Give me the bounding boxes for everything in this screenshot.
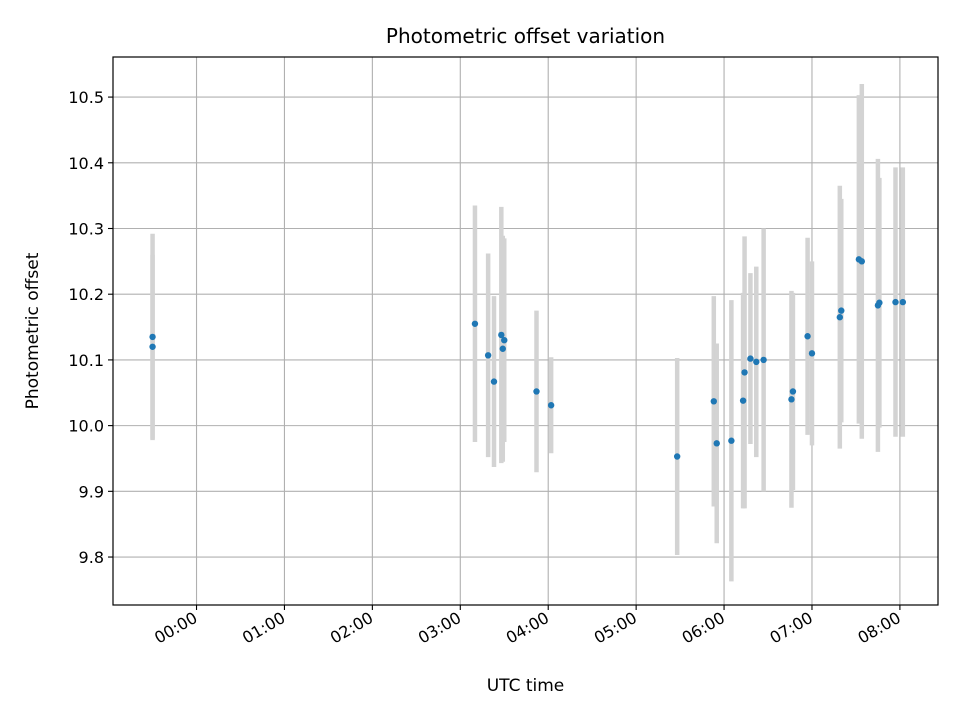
data-point bbox=[899, 298, 907, 306]
data-point bbox=[713, 440, 720, 447]
chart-title: Photometric offset variation bbox=[386, 24, 665, 48]
data-point bbox=[753, 358, 760, 366]
data-point bbox=[808, 350, 816, 357]
data-point bbox=[728, 437, 735, 444]
data-point bbox=[876, 299, 883, 306]
y-tick-label: 10.0 bbox=[68, 417, 104, 436]
data-point bbox=[858, 258, 866, 265]
data-point bbox=[547, 402, 555, 409]
data-point bbox=[739, 397, 747, 404]
data-point bbox=[501, 336, 508, 344]
y-tick-label: 9.9 bbox=[79, 482, 104, 501]
grid bbox=[113, 57, 938, 605]
data-point bbox=[484, 352, 492, 359]
x-axis-title: UTC time bbox=[487, 676, 565, 696]
data-point bbox=[673, 453, 681, 460]
data-point bbox=[836, 314, 844, 321]
data-point bbox=[149, 333, 156, 341]
y-axis-title: Photometric offset bbox=[23, 252, 43, 409]
data-point bbox=[490, 378, 498, 385]
data-point bbox=[804, 333, 811, 340]
data-point bbox=[149, 343, 156, 350]
y-tick-label: 9.8 bbox=[79, 548, 104, 567]
data-point bbox=[892, 298, 899, 306]
y-tick-label: 10.3 bbox=[68, 219, 104, 238]
data-point bbox=[499, 345, 506, 352]
y-tick-label: 10.5 bbox=[68, 88, 104, 107]
y-tick-label: 10.1 bbox=[68, 351, 104, 370]
data-point bbox=[838, 307, 845, 314]
data-point bbox=[498, 331, 505, 339]
data-point bbox=[533, 388, 540, 395]
data-points bbox=[149, 256, 907, 460]
data-point bbox=[471, 320, 479, 327]
data-point bbox=[710, 398, 717, 405]
plot-frame bbox=[112, 56, 939, 606]
y-tick-label: 10.2 bbox=[68, 285, 104, 304]
data-point bbox=[789, 388, 797, 395]
data-point bbox=[788, 396, 795, 403]
data-point bbox=[741, 369, 748, 376]
y-tick-label: 10.4 bbox=[68, 154, 104, 173]
data-point bbox=[760, 356, 767, 364]
y-axis: 9.8 9.9 10.0 10.1 10.2 10.3 10.4 10.5 bbox=[68, 88, 113, 567]
data-point bbox=[747, 355, 754, 362]
